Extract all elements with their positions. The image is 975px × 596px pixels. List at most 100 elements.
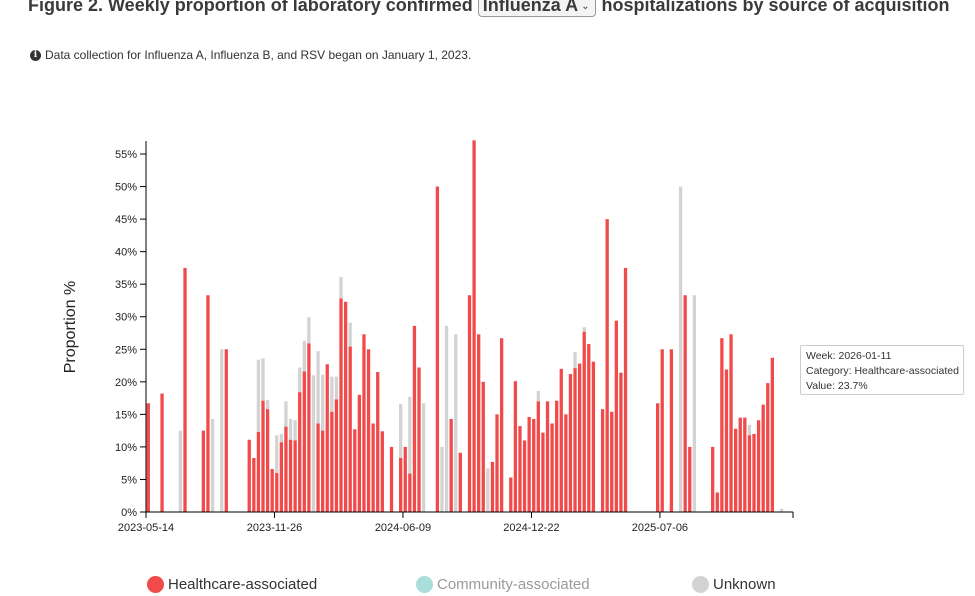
bar-unknown — [288, 418, 293, 440]
bar-healthcare — [729, 334, 733, 512]
title-prefix: Figure 2. Weekly proportion of laborator… — [28, 0, 473, 15]
x-tick-label: 2025-07-06 — [632, 522, 688, 534]
bar-healthcare — [389, 446, 394, 512]
bar-healthcare — [610, 411, 614, 512]
bar-healthcare — [715, 492, 719, 512]
bar-healthcare — [495, 414, 499, 512]
tooltip-week: Week: 2026-01-11 — [806, 350, 892, 362]
legend-item-unknown[interactable]: Unknown — [692, 576, 776, 593]
bar-healthcare — [724, 369, 729, 512]
bar-healthcare — [449, 418, 453, 512]
bar-healthcare — [605, 219, 609, 512]
bar-healthcare — [146, 403, 150, 512]
y-tick-label: 35% — [115, 279, 137, 291]
bar-healthcare — [339, 298, 343, 512]
legend-item-community[interactable]: Community-associated — [416, 576, 590, 593]
bar-healthcare — [738, 417, 742, 512]
bar-healthcare — [536, 401, 540, 512]
y-tick-label: 15% — [115, 409, 137, 421]
bar-healthcare — [330, 411, 334, 512]
bar-healthcare — [747, 435, 752, 512]
bar-healthcare — [201, 430, 206, 512]
bar-unknown — [330, 376, 334, 412]
bar-unknown — [421, 403, 426, 512]
y-tick-label: 40% — [115, 247, 137, 259]
bar-healthcare — [477, 334, 481, 512]
bar-unknown — [293, 420, 297, 441]
x-tick-label: 2023-05-14 — [118, 522, 174, 534]
legend-swatch — [692, 576, 709, 593]
bar-healthcare — [160, 393, 164, 512]
bar-healthcare — [600, 409, 605, 512]
bar-unknown — [408, 396, 412, 474]
bar-healthcare — [761, 404, 765, 512]
bar-healthcare — [527, 416, 531, 512]
bar-healthcare — [247, 439, 251, 512]
bar-healthcare — [380, 431, 384, 512]
bar-unknown — [348, 322, 352, 347]
bar-healthcare — [275, 472, 279, 512]
x-axis: 2023-05-14 2023-11-26 2024-06-09 2024-12-22… — [118, 511, 794, 534]
bar-healthcare — [206, 295, 210, 512]
legend-item-healthcare[interactable]: Healthcare-associated — [147, 576, 317, 593]
bar-healthcare — [261, 400, 265, 512]
bar-healthcare — [545, 401, 550, 512]
x-tick-label: 2024-12-22 — [503, 522, 559, 534]
bar-unknown — [399, 403, 403, 458]
bar-healthcare — [660, 349, 664, 512]
y-tick-label: 20% — [115, 377, 137, 389]
pathogen-select[interactable]: Influenza A ⌄ — [477, 0, 597, 17]
bar-unknown — [284, 401, 288, 427]
bar-healthcare — [490, 461, 495, 512]
bar-healthcare — [403, 446, 407, 512]
bar-healthcare — [284, 426, 288, 512]
bar-healthcare — [302, 371, 306, 512]
bar-unknown — [275, 435, 279, 473]
bar-healthcare — [376, 372, 380, 512]
bar-unknown — [454, 334, 458, 512]
bar-healthcare — [353, 429, 357, 512]
bar-unknown — [536, 390, 540, 402]
bar-healthcare — [573, 368, 577, 512]
bar-unknown — [573, 351, 577, 369]
bar-healthcare — [408, 473, 412, 512]
pathogen-select-value: Influenza A — [482, 0, 579, 15]
bar-unknown — [582, 327, 586, 332]
bar-unknown — [265, 400, 270, 410]
bar-healthcare — [224, 349, 228, 512]
bar-healthcare — [270, 469, 274, 512]
data-collection-note: i Data collection for Influenza A, Influ… — [30, 48, 471, 62]
bar-healthcare — [265, 409, 270, 512]
info-icon: i — [30, 49, 41, 61]
bar-healthcare — [417, 367, 421, 512]
bar-healthcare — [688, 446, 692, 512]
y-tick-label: 30% — [115, 312, 137, 324]
bar-healthcare — [321, 430, 325, 512]
legend: Healthcare-associated Community-associat… — [0, 576, 975, 596]
bar-healthcare — [325, 364, 329, 512]
bar-healthcare — [362, 334, 366, 512]
bar-healthcare — [619, 372, 623, 512]
bar-healthcare — [541, 432, 545, 512]
bar-unknown — [440, 446, 444, 512]
bar-healthcare — [559, 368, 563, 512]
bar-healthcare — [348, 346, 352, 512]
bar-healthcare — [582, 331, 586, 512]
bar-healthcare — [499, 338, 504, 512]
bar-healthcare — [720, 338, 724, 512]
bar-healthcare — [293, 440, 297, 512]
bar-healthcare — [467, 295, 472, 512]
bar-healthcare — [766, 383, 770, 512]
bar-healthcare — [307, 343, 311, 512]
hover-tooltip: Week: 2026-01-11 Category: Healthcare-as… — [800, 345, 964, 395]
bar-unknown — [334, 376, 339, 400]
bar-unknown — [298, 367, 302, 393]
bar-healthcare — [435, 186, 440, 512]
bar-unknown — [444, 325, 449, 512]
bar-healthcare — [623, 267, 628, 512]
bar-healthcare — [770, 357, 775, 512]
bar-healthcare — [366, 349, 371, 512]
bar-healthcare — [564, 414, 568, 512]
bar-unknown — [321, 374, 325, 431]
